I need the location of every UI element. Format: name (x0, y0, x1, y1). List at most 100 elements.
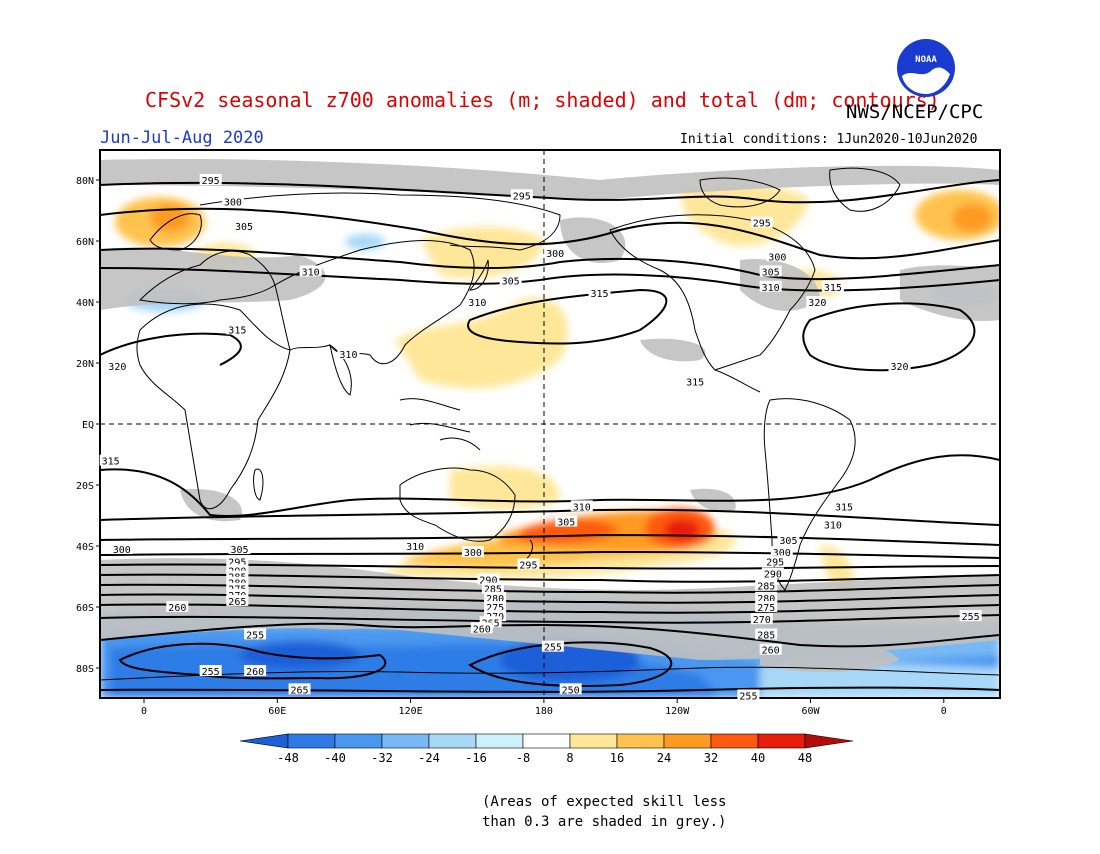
contour-label: 300 (221, 195, 244, 208)
contour-label: 280 (755, 591, 778, 605)
contour-label-text: 315 (824, 283, 842, 294)
footnote: (Areas of expected skill less than 0.3 a… (482, 792, 726, 832)
lat-tick-label: 40N (76, 298, 94, 309)
contour-label: 250 (559, 683, 582, 696)
contour-label: 310 (821, 518, 844, 532)
contour-label-text: 280 (486, 594, 504, 605)
colorbar-arrow-left (239, 733, 289, 749)
contour-label: 285 (755, 579, 778, 593)
lat-tick-label: 80S (76, 664, 94, 675)
contour-label: 315 (684, 375, 707, 388)
contour-label: 260 (166, 601, 189, 614)
contour-label-text: 305 (779, 536, 797, 547)
contour-label-text: 310 (762, 283, 780, 294)
contour-label: 295 (226, 555, 249, 568)
contour-label: 315 (588, 286, 611, 300)
colorbar-tick-label: 48 (798, 751, 812, 765)
contour-label: 315 (821, 280, 844, 294)
contour-label: 300 (766, 250, 789, 263)
lon-tick-label: 0 (941, 706, 947, 717)
contour-label: 295 (750, 216, 773, 230)
contour-label: 310 (759, 280, 782, 294)
contour-label: 310 (570, 500, 593, 513)
colorbar-swatch (381, 733, 430, 749)
contour-label-text: 295 (753, 219, 771, 230)
colorbar-tick-label: 8 (566, 751, 573, 765)
contour-label: 265 (226, 594, 249, 608)
lon-tick-label: 180 (535, 706, 553, 717)
contour-label: 285 (481, 582, 504, 596)
contour-label: 290 (761, 567, 784, 580)
colorbar-swatch (616, 733, 665, 749)
colorbar-swatch (334, 733, 383, 749)
contour-label: 315 (226, 323, 249, 336)
contour-label-text: 280 (757, 594, 775, 605)
contour-label-text: 300 (464, 548, 482, 559)
contour-label-text: 300 (224, 197, 242, 208)
lat-tick-label: 20N (76, 359, 94, 370)
contour-label: 300 (461, 546, 484, 559)
contour-label: 305 (759, 265, 782, 279)
contour-label-text: 265 (291, 685, 309, 696)
contour-label-text: 315 (835, 502, 853, 513)
contour-label: 295 (510, 189, 533, 202)
contour-label-text: 260 (168, 603, 186, 614)
contour-label-text: 270 (753, 615, 771, 626)
contour-label-text: 300 (768, 252, 786, 263)
contour-label-text: 310 (302, 268, 320, 279)
contour-label: 320 (106, 360, 129, 373)
contour-label-text: 315 (686, 377, 704, 388)
colorbar-swatch (522, 733, 571, 749)
contour-label: 285 (755, 628, 778, 641)
logo-text: NOAA (915, 55, 937, 65)
colorbar-arrow-right (804, 733, 854, 749)
contour-label: 310 (299, 265, 322, 279)
colorbar-swatch (710, 733, 759, 749)
contour-label-text: 260 (473, 624, 491, 635)
contour-label-text: 305 (557, 518, 575, 529)
lat-tick-label: 60S (76, 603, 94, 614)
contour-label-layer: 2952953003053103003053103153153103202953… (99, 174, 982, 702)
colorbar-tick-label: -40 (324, 751, 346, 765)
lon-tick-label: 120E (399, 706, 423, 717)
contour-label: 315 (99, 454, 122, 468)
colorbar-swatch (663, 733, 712, 749)
colorbar-tick-label: 24 (657, 751, 671, 765)
colorbar-tick-label: -32 (371, 751, 393, 765)
contour-label-text: 315 (102, 457, 120, 468)
colorbar-tick-label: -24 (418, 751, 440, 765)
contour-label: 305 (555, 515, 578, 529)
contour-label: 300 (110, 543, 133, 556)
season-label: Jun-Jul-Aug 2020 (100, 128, 264, 148)
contour-label-text: 305 (762, 268, 780, 279)
contour-label: 310 (466, 296, 489, 309)
contour-label-text: 315 (228, 325, 246, 336)
lat-tick-label: 40S (76, 542, 94, 553)
contour-label-text: 320 (108, 362, 126, 373)
contour-label-text: 290 (764, 569, 782, 580)
colorbar-tick-label: 40 (751, 751, 765, 765)
contour-label-text: 305 (231, 545, 249, 556)
contour-label: 320 (888, 360, 911, 373)
colorbar-tick-label: -16 (465, 751, 487, 765)
contour-label-text: 255 (544, 643, 562, 654)
contour-label-text: 260 (246, 667, 264, 678)
contour-label: 255 (199, 665, 222, 678)
contour-label: 295 (517, 558, 540, 571)
lon-tick-label: 0 (141, 706, 147, 717)
lat-tick-label: 60N (76, 237, 94, 248)
contour-label: 320 (806, 296, 829, 309)
lon-tick-label: 60E (268, 706, 286, 717)
contour-label: 295 (199, 174, 222, 187)
lat-tick-label: 20S (76, 481, 94, 492)
colorbar-swatch (757, 733, 806, 749)
contour-label-text: 265 (228, 597, 246, 608)
contour-label-text: 295 (202, 176, 220, 187)
contour-label-text: 310 (339, 350, 357, 361)
noaa-logo: NOAA (896, 38, 956, 98)
lon-tick-label: 120W (665, 706, 690, 717)
footnote-line-1: (Areas of expected skill less (482, 794, 727, 810)
contour-label: 255 (541, 640, 564, 654)
colorbar-swatch (569, 733, 618, 749)
